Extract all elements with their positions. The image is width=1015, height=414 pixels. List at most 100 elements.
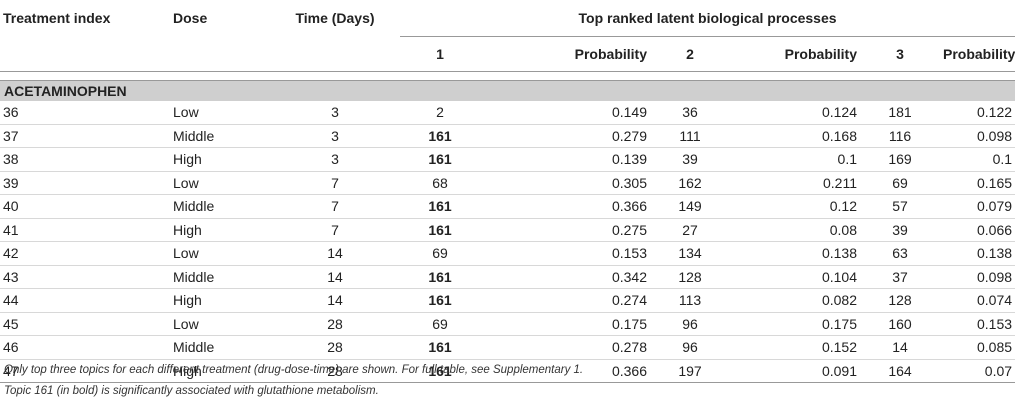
cell-probability-2: 0.124 <box>821 104 857 121</box>
cell-topic-3: 116 <box>888 127 912 144</box>
header-topic-3: 3 <box>860 36 940 72</box>
cell-topic-1: 69 <box>432 245 448 262</box>
cell-time: 3 <box>331 104 339 121</box>
cell-topic-2: 36 <box>682 104 698 121</box>
cell-topic-3: 69 <box>892 174 908 191</box>
cell-probability-1: 0.366 <box>611 198 647 215</box>
cell-probability-1: 0.175 <box>611 315 647 332</box>
cell-topic-1: 69 <box>432 315 448 332</box>
cell-dose: High <box>173 362 202 379</box>
cell-dose: Low <box>173 104 199 121</box>
cell-treatment-index: 36 <box>3 104 19 121</box>
table-row: 41 High 7 161 0.275 27 0.08 39 0.066 <box>0 218 1015 242</box>
cell-topic-2: 96 <box>682 315 698 332</box>
cell-probability-2: 0.175 <box>821 315 857 332</box>
cell-topic-2: 96 <box>682 339 698 356</box>
results-table: Treatment index Dose Time (Days) Top ran… <box>0 0 1015 383</box>
cell-treatment-index: 43 <box>3 268 19 285</box>
section-label: ACETAMINOPHEN <box>0 80 1015 101</box>
cell-probability-2: 0.211 <box>823 174 857 191</box>
table-row: 37 Middle 3 161 0.279 111 0.168 116 0.098 <box>0 124 1015 148</box>
cell-probability-3: 0.098 <box>976 127 1013 144</box>
cell-topic-2: 113 <box>678 292 702 309</box>
table-row: 43 Middle 14 161 0.342 128 0.104 37 0.098 <box>0 265 1015 289</box>
cell-probability-2: 0.091 <box>821 362 857 379</box>
cell-dose: High <box>173 221 202 238</box>
cell-probability-1: 0.275 <box>611 221 647 238</box>
cell-treatment-index: 41 <box>3 221 19 238</box>
table-row: 38 High 3 161 0.139 39 0.1 169 0.1 <box>0 148 1015 171</box>
cell-topic-3: 63 <box>892 245 908 262</box>
note-2: Topic 161 (in bold) is significantly ass… <box>4 385 379 397</box>
cell-probability-1: 0.278 <box>611 339 647 356</box>
cell-probability-2: 0.082 <box>821 292 857 309</box>
cell-topic-1: 2 <box>436 104 444 121</box>
cell-treatment-index: 38 <box>3 151 19 168</box>
cell-topic-2: 134 <box>678 245 702 262</box>
cell-probability-1: 0.274 <box>611 292 647 309</box>
cell-topic-2: 39 <box>682 151 698 168</box>
cell-topic-1: 68 <box>432 174 448 191</box>
cell-probability-2: 0.152 <box>821 339 857 356</box>
cell-topic-3: 14 <box>892 339 908 356</box>
cell-probability-3: 0.165 <box>976 174 1013 191</box>
cell-dose: Low <box>173 245 199 262</box>
cell-dose: Middle <box>173 268 215 285</box>
cell-dose: Middle <box>173 127 215 144</box>
table-row: 45 Low 28 69 0.175 96 0.175 160 0.153 <box>0 312 1015 336</box>
cell-topic-3: 128 <box>888 292 912 309</box>
cell-topic-1: 161 <box>428 221 452 238</box>
cell-topic-3: 160 <box>888 315 912 332</box>
header-topic-2: 2 <box>650 36 730 72</box>
cell-topic-1: 161 <box>428 339 452 356</box>
cell-probability-2: 0.168 <box>821 127 857 144</box>
cell-probability-3: 0.098 <box>976 268 1013 285</box>
cell-time: 14 <box>327 268 343 285</box>
cell-probability-3: 0.122 <box>976 104 1013 121</box>
cell-topic-3: 181 <box>888 104 912 121</box>
cell-topic-1: 161 <box>428 292 452 309</box>
table-row: 36 Low 3 2 0.149 36 0.124 181 0.122 <box>0 101 1015 124</box>
header-probability-1: Probability <box>480 36 650 72</box>
cell-topic-1: 161 <box>428 268 452 285</box>
cell-time: 28 <box>327 362 343 379</box>
cell-probability-3: 0.066 <box>976 221 1013 238</box>
header-dose: Dose <box>173 10 208 27</box>
cell-time: 28 <box>327 339 343 356</box>
cell-time: 28 <box>327 315 343 332</box>
cell-topic-2: 197 <box>678 362 702 379</box>
cell-probability-3: 0.079 <box>976 198 1013 215</box>
table-row: 42 Low 14 69 0.153 134 0.138 63 0.138 <box>0 242 1015 265</box>
cell-probability-2: 0.08 <box>829 221 857 238</box>
table-row: 40 Middle 7 161 0.366 149 0.12 57 0.079 <box>0 195 1015 218</box>
cell-treatment-index: 42 <box>3 245 19 262</box>
cell-probability-3: 0.074 <box>976 292 1013 309</box>
cell-probability-1: 0.149 <box>611 104 647 121</box>
cell-dose: High <box>173 151 202 168</box>
cell-probability-1: 0.305 <box>611 174 647 191</box>
cell-probability-3: 0.1 <box>992 151 1013 168</box>
cell-topic-2: 111 <box>679 127 701 144</box>
cell-probability-2: 0.1 <box>837 151 857 168</box>
table-body: 36 Low 3 2 0.149 36 0.124 181 0.122 37 Middle 3 161 0… <box>0 101 1015 383</box>
cell-probability-1: 0.279 <box>611 127 647 144</box>
cell-treatment-index: 39 <box>3 174 19 191</box>
cell-topic-3: 37 <box>892 268 908 285</box>
note-1: Only top three topics for each different… <box>4 364 584 376</box>
cell-time: 14 <box>327 292 343 309</box>
cell-time: 14 <box>327 245 343 262</box>
cell-dose: Middle <box>173 198 215 215</box>
cell-topic-1: 161 <box>428 151 452 168</box>
cell-probability-2: 0.12 <box>829 198 857 215</box>
cell-treatment-index: 47 <box>3 362 19 379</box>
cell-time: 7 <box>331 198 339 215</box>
cell-topic-2: 128 <box>678 268 702 285</box>
cell-topic-3: 39 <box>892 221 908 238</box>
table-row: 47 High 28 161 0.366 197 0.091 164 0.07 <box>0 359 1015 383</box>
cell-treatment-index: 45 <box>3 315 19 332</box>
cell-probability-3: 0.085 <box>976 339 1013 356</box>
header-probability-2: Probability <box>730 36 860 72</box>
cell-topic-1: 161 <box>428 127 452 144</box>
header-treatment-index: Treatment index <box>3 10 111 27</box>
